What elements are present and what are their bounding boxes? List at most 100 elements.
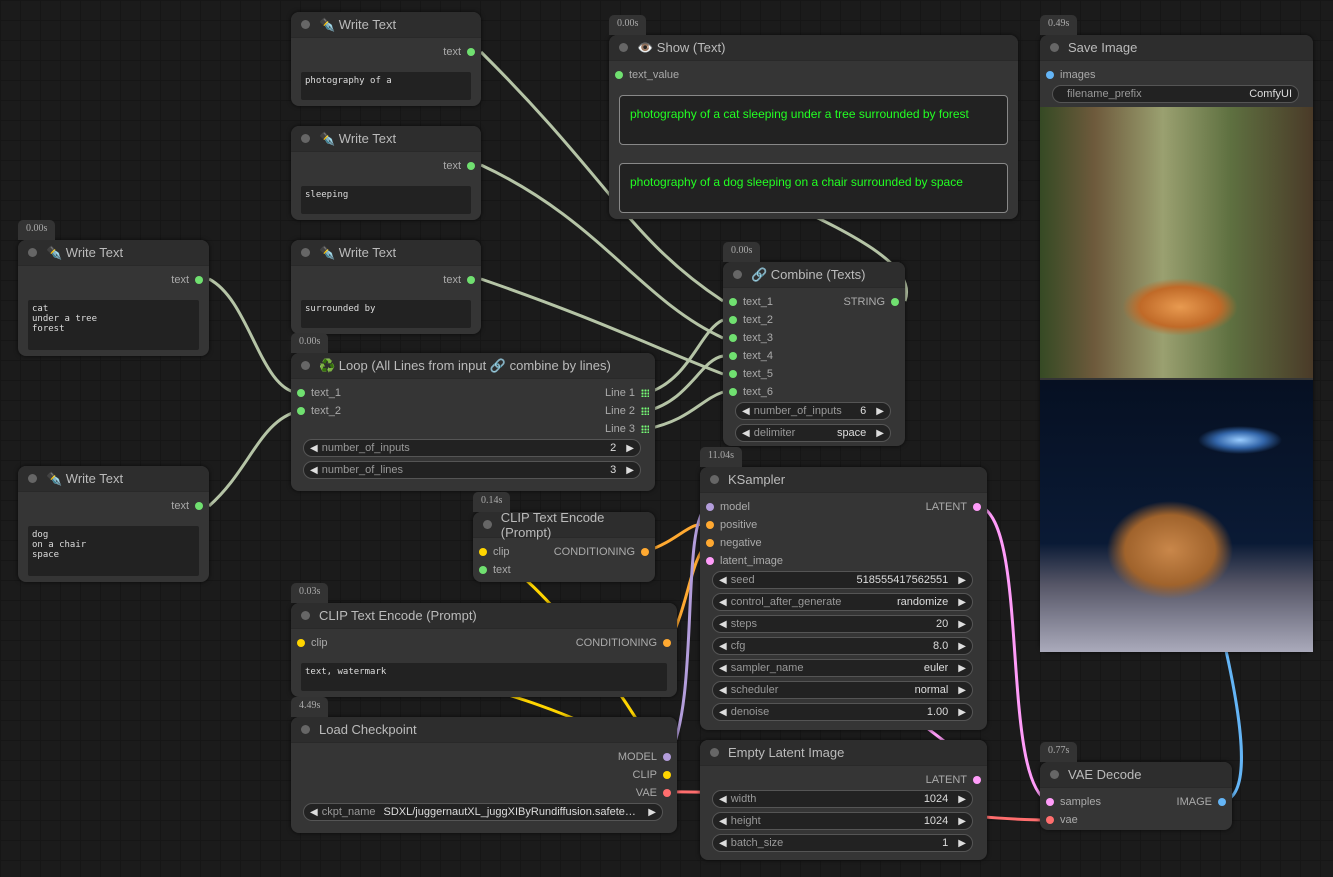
input-slot-text_6[interactable]: text_6 bbox=[729, 383, 773, 401]
node-header[interactable]: ✒️ Write Text bbox=[291, 126, 481, 152]
node-header[interactable]: Save Image bbox=[1040, 35, 1313, 61]
slot-dot-icon[interactable] bbox=[663, 771, 671, 779]
slot-dot-icon[interactable] bbox=[973, 776, 981, 784]
input-slot-text_value[interactable]: text_value bbox=[615, 66, 679, 84]
increment-arrow-icon[interactable]: ▶ bbox=[626, 464, 634, 476]
slot-dot-icon[interactable] bbox=[729, 388, 737, 396]
increment-arrow-icon[interactable]: ▶ bbox=[958, 618, 966, 630]
decrement-arrow-icon[interactable]: ◀ bbox=[719, 618, 727, 630]
input-slot-model[interactable]: model bbox=[706, 498, 750, 516]
collapse-dot-icon[interactable] bbox=[301, 361, 310, 370]
output-slot-latent[interactable]: LATENT bbox=[926, 771, 981, 789]
text-input[interactable]: sleeping bbox=[301, 186, 471, 214]
collapse-dot-icon[interactable] bbox=[301, 611, 310, 620]
input-slot-vae[interactable]: vae bbox=[1046, 811, 1078, 829]
node-header[interactable]: 🔗 Combine (Texts) bbox=[723, 262, 905, 288]
decrement-arrow-icon[interactable]: ◀ bbox=[719, 793, 727, 805]
decrement-arrow-icon[interactable]: ◀ bbox=[719, 684, 727, 696]
slot-dot-icon[interactable] bbox=[729, 370, 737, 378]
shown-text-output[interactable]: photography of a dog sleeping on a chair… bbox=[619, 163, 1008, 213]
input-slot-text_1[interactable]: text_1 bbox=[729, 293, 773, 311]
widget-denoise[interactable]: ◀ denoise 1.00 ▶ bbox=[712, 703, 973, 721]
collapse-dot-icon[interactable] bbox=[301, 725, 310, 734]
output-slot-text[interactable]: text bbox=[443, 43, 475, 61]
list-slot-icon[interactable] bbox=[641, 389, 649, 397]
collapse-dot-icon[interactable] bbox=[301, 20, 310, 29]
output-slot-text[interactable]: text bbox=[171, 271, 203, 289]
input-slot-text_2[interactable]: text_2 bbox=[297, 402, 341, 420]
slot-dot-icon[interactable] bbox=[729, 352, 737, 360]
output-slot-text[interactable]: text bbox=[171, 497, 203, 515]
increment-arrow-icon[interactable]: ▶ bbox=[876, 427, 884, 439]
collapse-dot-icon[interactable] bbox=[301, 248, 310, 257]
node-vae[interactable]: 0.77s VAE Decode samples vae IMAGE bbox=[1040, 742, 1232, 830]
widget-height[interactable]: ◀ height 1024 ▶ bbox=[712, 812, 973, 830]
decrement-arrow-icon[interactable]: ◀ bbox=[719, 596, 727, 608]
node-header[interactable]: Empty Latent Image bbox=[700, 740, 987, 766]
slot-dot-icon[interactable] bbox=[641, 548, 649, 556]
widget-number-of-inputs[interactable]: ◀ number_of_inputs 6 ▶ bbox=[735, 402, 891, 420]
shown-text-output[interactable]: photography of a cat sleeping under a tr… bbox=[619, 95, 1008, 145]
input-slot-text[interactable]: text bbox=[479, 561, 511, 579]
node-wt1[interactable]: ✒️ Write Text text photography of a bbox=[291, 12, 481, 106]
widget-steps[interactable]: ◀ steps 20 ▶ bbox=[712, 615, 973, 633]
decrement-arrow-icon[interactable]: ◀ bbox=[742, 427, 750, 439]
output-slot-line-1[interactable]: Line 1 bbox=[605, 384, 649, 402]
node-header[interactable]: ♻️ Loop (All Lines from input 🔗 combine … bbox=[291, 353, 655, 379]
increment-arrow-icon[interactable]: ▶ bbox=[958, 640, 966, 652]
output-slot-text[interactable]: text bbox=[443, 157, 475, 175]
slot-dot-icon[interactable] bbox=[729, 316, 737, 324]
input-slot-text_2[interactable]: text_2 bbox=[729, 311, 773, 329]
node-wt5[interactable]: ✒️ Write Text text dog on a chair space bbox=[18, 466, 209, 582]
decrement-arrow-icon[interactable]: ◀ bbox=[310, 442, 318, 454]
node-header[interactable]: ✒️ Write Text bbox=[291, 240, 481, 266]
decrement-arrow-icon[interactable]: ◀ bbox=[310, 464, 318, 476]
input-slot-samples[interactable]: samples bbox=[1046, 793, 1101, 811]
text-input[interactable]: photography of a bbox=[301, 72, 471, 100]
node-header[interactable]: CLIP Text Encode (Prompt) bbox=[473, 510, 655, 540]
slot-dot-icon[interactable] bbox=[615, 71, 623, 79]
node-wt3[interactable]: ✒️ Write Text text surrounded by bbox=[291, 240, 481, 334]
node-header[interactable]: KSampler bbox=[700, 467, 987, 493]
decrement-arrow-icon[interactable]: ◀ bbox=[719, 706, 727, 718]
output-slot-text[interactable]: text bbox=[443, 271, 475, 289]
collapse-dot-icon[interactable] bbox=[28, 248, 37, 257]
slot-dot-icon[interactable] bbox=[467, 276, 475, 284]
slot-dot-icon[interactable] bbox=[663, 753, 671, 761]
increment-arrow-icon[interactable]: ▶ bbox=[958, 706, 966, 718]
increment-arrow-icon[interactable]: ▶ bbox=[958, 662, 966, 674]
slot-dot-icon[interactable] bbox=[706, 557, 714, 565]
widget-seed[interactable]: ◀ seed 518555417562551 ▶ bbox=[712, 571, 973, 589]
node-empty[interactable]: Empty Latent Image LATENT ◀ width 1024 ▶ ◀ heig… bbox=[700, 740, 987, 860]
increment-arrow-icon[interactable]: ▶ bbox=[876, 405, 884, 417]
node-header[interactable]: Load Checkpoint bbox=[291, 717, 677, 743]
link-wire[interactable] bbox=[978, 504, 1049, 803]
widget-ckpt-name[interactable]: ◀ ckpt_name SDXL/juggernautXL_juggXIByRund… bbox=[303, 803, 663, 821]
input-slot-clip[interactable]: clip bbox=[297, 634, 328, 652]
slot-dot-icon[interactable] bbox=[467, 48, 475, 56]
slot-dot-icon[interactable] bbox=[706, 521, 714, 529]
output-slot-clip[interactable]: CLIP bbox=[633, 766, 671, 784]
input-slot-latent_image[interactable]: latent_image bbox=[706, 552, 783, 570]
collapse-dot-icon[interactable] bbox=[710, 475, 719, 484]
slot-dot-icon[interactable] bbox=[195, 502, 203, 510]
slot-dot-icon[interactable] bbox=[891, 298, 899, 306]
slot-dot-icon[interactable] bbox=[663, 789, 671, 797]
widget-batch-size[interactable]: ◀ batch_size 1 ▶ bbox=[712, 834, 973, 852]
node-header[interactable]: ✒️ Write Text bbox=[18, 240, 209, 266]
decrement-arrow-icon[interactable]: ◀ bbox=[742, 405, 750, 417]
slot-dot-icon[interactable] bbox=[706, 539, 714, 547]
output-slot-conditioning[interactable]: CONDITIONING bbox=[576, 634, 671, 652]
collapse-dot-icon[interactable] bbox=[301, 134, 310, 143]
widget-delimiter[interactable]: ◀ delimiter space ▶ bbox=[735, 424, 891, 442]
collapse-dot-icon[interactable] bbox=[28, 474, 37, 483]
node-clip2[interactable]: 0.03s CLIP Text Encode (Prompt) clip CONDIT… bbox=[291, 583, 677, 697]
slot-dot-icon[interactable] bbox=[1046, 71, 1054, 79]
collapse-dot-icon[interactable] bbox=[710, 748, 719, 757]
decrement-arrow-icon[interactable]: ◀ bbox=[719, 815, 727, 827]
input-slot-positive[interactable]: positive bbox=[706, 516, 757, 534]
input-slot-images[interactable]: images bbox=[1046, 66, 1095, 84]
text-input[interactable]: dog on a chair space bbox=[28, 526, 199, 576]
slot-dot-icon[interactable] bbox=[479, 566, 487, 574]
slot-dot-icon[interactable] bbox=[479, 548, 487, 556]
